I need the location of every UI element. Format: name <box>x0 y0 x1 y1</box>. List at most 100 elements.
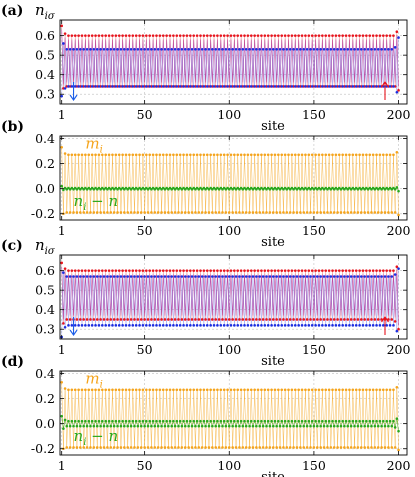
point-down <box>87 85 91 88</box>
point-up <box>243 34 246 37</box>
point-down <box>273 85 277 88</box>
point-down <box>253 85 256 88</box>
series-line-down <box>61 268 399 338</box>
point-down <box>366 275 370 278</box>
point-m <box>248 211 251 214</box>
point-down <box>143 48 146 51</box>
point-m <box>288 211 292 214</box>
point-up <box>182 34 185 37</box>
point-down <box>251 48 255 51</box>
point-up <box>361 269 365 272</box>
point-down <box>79 275 82 278</box>
point-m <box>178 388 182 392</box>
point-m <box>112 211 116 214</box>
point-diff <box>187 424 190 428</box>
point-down <box>153 48 157 51</box>
point-up <box>265 318 268 321</box>
point-m <box>195 153 199 157</box>
point-down <box>202 324 206 327</box>
point-down <box>317 85 321 88</box>
point-m <box>353 446 356 449</box>
point-down <box>85 275 89 278</box>
point-up <box>321 269 324 272</box>
point-up <box>160 318 163 321</box>
point-m <box>283 388 287 392</box>
point-up <box>168 34 172 37</box>
point-diff <box>63 418 67 422</box>
point-up <box>226 269 229 272</box>
point-diff <box>216 419 219 423</box>
x-tick-label: 150 <box>302 458 326 473</box>
point-m <box>112 446 116 449</box>
point-m <box>285 211 289 214</box>
point-diff <box>292 424 295 428</box>
point-m <box>290 388 294 392</box>
point-m <box>222 388 226 392</box>
point-up <box>385 34 388 37</box>
point-m <box>390 446 394 449</box>
point-down <box>65 275 69 278</box>
point-diff <box>293 419 297 423</box>
point-down <box>73 324 77 327</box>
point-diff <box>102 424 106 428</box>
point-up <box>189 34 192 37</box>
point-m <box>263 153 267 157</box>
point-down <box>189 85 192 88</box>
point-m <box>109 446 113 449</box>
point-diff <box>89 424 92 428</box>
point-down <box>128 85 131 88</box>
series-line-down <box>61 37 399 97</box>
point-up <box>155 269 158 272</box>
point-down <box>180 48 184 51</box>
point-up <box>293 34 297 37</box>
point-up <box>67 269 70 272</box>
point-down <box>165 324 168 327</box>
x-tick-label: 100 <box>217 223 241 238</box>
point-m <box>397 448 400 452</box>
point-m <box>192 153 196 157</box>
point-up <box>136 318 140 321</box>
point-m <box>387 446 390 449</box>
point-up <box>363 318 366 321</box>
point-diff <box>124 419 128 423</box>
y-tick-label: -0.2 <box>31 206 55 221</box>
point-m <box>258 446 262 449</box>
point-m <box>310 153 314 157</box>
point-down <box>285 48 289 51</box>
point-down <box>326 275 329 278</box>
point-m <box>351 388 355 392</box>
point-up <box>390 318 394 321</box>
point-up <box>260 34 263 37</box>
point-m <box>89 211 92 214</box>
point-down <box>150 275 153 278</box>
point-down <box>234 275 238 278</box>
point-down <box>126 275 130 278</box>
point-m <box>133 211 136 214</box>
point-down <box>148 324 152 327</box>
point-diff <box>278 424 282 428</box>
point-up <box>134 34 138 37</box>
point-down <box>214 48 218 51</box>
point-down <box>163 275 167 278</box>
y-tick-label: 0.4 <box>35 67 55 82</box>
point-down <box>141 324 145 327</box>
point-m <box>175 153 179 157</box>
point-down <box>226 324 229 327</box>
point-down <box>299 48 302 51</box>
point-m <box>329 211 333 214</box>
point-down <box>182 85 185 88</box>
point-up <box>290 269 294 272</box>
point-diff <box>251 424 255 428</box>
point-m <box>288 446 292 449</box>
point-up <box>133 318 136 321</box>
point-up <box>143 318 146 321</box>
point-down <box>359 275 363 278</box>
point-m <box>158 153 162 157</box>
point-m <box>290 153 294 157</box>
y-tick-label: -0.2 <box>31 441 55 456</box>
point-up <box>233 34 236 37</box>
point-up <box>219 269 223 272</box>
point-up <box>376 318 380 321</box>
